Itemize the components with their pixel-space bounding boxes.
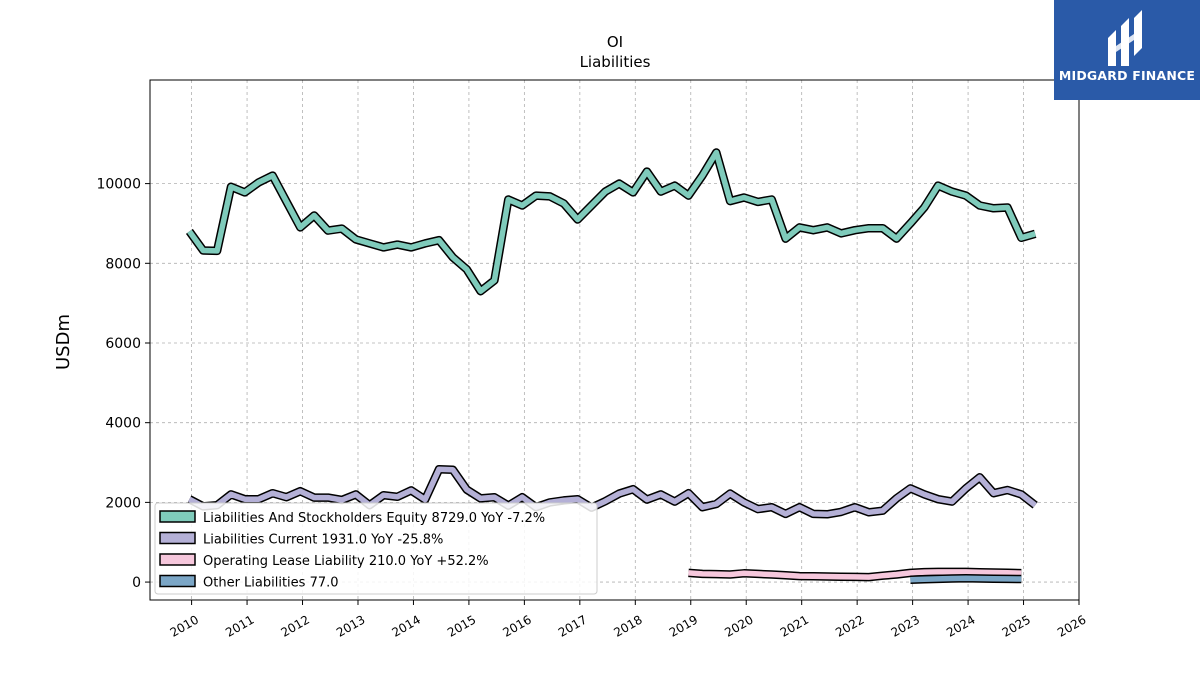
series-line	[187, 149, 1036, 294]
x-axis-ticks: 2010 2011 2012 2013 2014 2015 2016 2017 2018 2019…	[168, 600, 1089, 640]
legend-swatch	[159, 531, 196, 545]
y-axis-label: USDm	[53, 314, 74, 370]
legend: Liabilities And Stockholders Equity 8729…	[154, 502, 598, 595]
x-tick-label: 2017	[556, 612, 589, 639]
legend-entry-label: Other Liabilities 77.0	[203, 576, 339, 591]
brand-logo: MIDGARD FINANCE	[1054, 0, 1200, 100]
brand-mark-icon	[1108, 10, 1142, 66]
x-tick-label: 2018	[611, 612, 644, 639]
x-tick-label: 2015	[445, 612, 478, 639]
x-tick-label: 2010	[168, 612, 201, 639]
grid	[150, 80, 1080, 600]
y-tick-label: 10000	[96, 177, 141, 193]
x-tick-label: 2011	[223, 612, 256, 639]
x-tick-label: 2016	[500, 612, 533, 639]
y-tick-label: 6000	[105, 336, 141, 352]
chart-subtitle: Liabilities	[580, 53, 651, 71]
legend-swatch	[159, 553, 196, 566]
series-line	[688, 569, 1022, 580]
x-tick-label: 2012	[279, 612, 312, 639]
chart-title: OI	[607, 33, 623, 51]
series-lines	[185, 148, 1038, 584]
x-tick-label: 2014	[389, 612, 422, 639]
x-tick-label: 2026	[1055, 612, 1088, 639]
legend-box	[154, 502, 598, 595]
x-tick-label: 2013	[334, 612, 367, 639]
x-tick-label: 2021	[778, 612, 811, 639]
y-axis-ticks: 0 2000 4000 6000 8000 10000	[96, 177, 150, 591]
x-tick-label: 2024	[944, 612, 977, 639]
series-line	[910, 575, 1022, 583]
legend-entry-label: Liabilities Current 1931.0 YoY -25.8%	[203, 533, 443, 548]
legend-entry-label: Operating Lease Liability 210.0 YoY +52.…	[203, 554, 489, 569]
legend-swatch	[159, 510, 196, 523]
series-line	[188, 466, 1037, 518]
x-tick-label: 2019	[667, 612, 700, 639]
legend-entry-label: Liabilities And Stockholders Equity 8729…	[203, 511, 545, 526]
y-tick-label: 8000	[105, 256, 141, 272]
x-tick-label: 2023	[889, 612, 922, 639]
x-tick-label: 2022	[833, 612, 866, 639]
y-tick-label: 2000	[105, 495, 141, 511]
x-tick-label: 2020	[722, 612, 755, 639]
x-tick-label: 2025	[1000, 612, 1033, 639]
y-tick-label: 0	[132, 575, 141, 591]
legend-swatch	[159, 574, 196, 588]
brand-name: MIDGARD FINANCE	[1058, 68, 1196, 83]
plot-area-frame	[149, 79, 1080, 601]
y-tick-label: 4000	[105, 416, 141, 432]
